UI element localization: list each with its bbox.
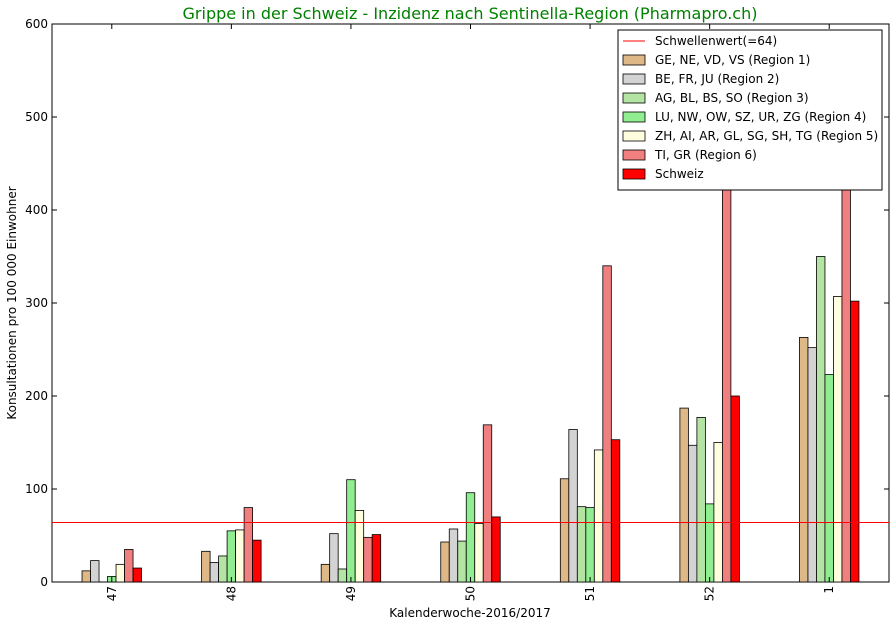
bar xyxy=(559,478,570,583)
bar xyxy=(201,550,211,583)
chart-title: Grippe in der Schweiz - Inzidenz nach Se… xyxy=(183,4,758,23)
bar xyxy=(457,540,467,583)
bar xyxy=(696,416,706,583)
bar xyxy=(824,374,834,583)
bar xyxy=(576,506,587,583)
bar xyxy=(90,560,100,583)
bar xyxy=(474,523,484,583)
bars-group xyxy=(81,181,860,583)
legend-swatch xyxy=(622,73,646,85)
x-tick-label: 47 xyxy=(105,586,119,601)
x-tick-label: 48 xyxy=(224,586,238,601)
legend-swatch xyxy=(622,168,646,180)
legend-label: BE, FR, JU (Region 2) xyxy=(655,72,779,86)
y-axis-label: Konsultationen pro 100 000 Einwohner xyxy=(5,186,19,419)
bar xyxy=(687,444,698,583)
bar xyxy=(850,300,860,583)
x-tick-label: 51 xyxy=(583,586,597,601)
y-tick-label: 200 xyxy=(25,389,48,403)
x-axis: 47 48 49 50 51 52 1 xyxy=(105,24,836,601)
legend: Schwellenwert(=64) GE, NE, VD, VS (Region… xyxy=(617,29,883,191)
bar xyxy=(81,570,91,583)
bar xyxy=(235,529,245,583)
bar xyxy=(440,541,450,583)
bar xyxy=(371,534,382,583)
x-tick-label: 49 xyxy=(344,586,358,601)
y-tick-label: 600 xyxy=(25,17,48,31)
bar xyxy=(730,395,740,583)
bar xyxy=(593,449,604,583)
bar xyxy=(329,533,339,583)
bar xyxy=(346,479,356,583)
bar xyxy=(209,562,220,583)
legend-swatch xyxy=(622,149,646,161)
legend-label: ZH, AI, AR, GL, SG, SH, TG (Region 5) xyxy=(655,129,878,143)
bar xyxy=(354,509,365,583)
bar xyxy=(602,265,612,583)
bar xyxy=(585,507,595,583)
legend-swatch xyxy=(622,130,646,142)
bar xyxy=(363,536,373,583)
bar xyxy=(337,568,348,583)
bar xyxy=(226,530,237,583)
legend-label: GE, NE, VD, VS (Region 1) xyxy=(655,53,810,67)
y-tick-label: 300 xyxy=(25,296,48,310)
bar xyxy=(482,424,493,583)
legend-box xyxy=(617,29,883,191)
bar xyxy=(252,539,262,583)
bar xyxy=(679,407,689,583)
x-tick-label: 1 xyxy=(822,586,836,594)
bar xyxy=(816,256,826,583)
bar xyxy=(124,549,134,583)
y-tick-label: 400 xyxy=(25,203,48,217)
x-axis-label: Kalenderwoche-2016/2017 xyxy=(389,606,550,620)
bar xyxy=(807,347,817,583)
y-tick-label: 100 xyxy=(25,482,48,496)
bar xyxy=(218,555,228,583)
y-tick-label: 500 xyxy=(25,110,48,124)
y-axis: 0 100 200 300 400 500 600 xyxy=(25,17,889,589)
bar xyxy=(704,503,715,583)
bar xyxy=(465,492,476,583)
bar xyxy=(243,507,254,583)
bar xyxy=(448,528,459,583)
bar xyxy=(132,567,142,583)
bar xyxy=(491,516,501,583)
y-tick-label: 0 xyxy=(40,575,48,589)
bar xyxy=(799,337,809,583)
bar xyxy=(610,439,621,583)
legend-label: Schwellenwert(=64) xyxy=(655,34,777,48)
x-tick-label: 50 xyxy=(464,586,478,601)
legend-swatch xyxy=(622,111,646,123)
bar xyxy=(713,442,723,583)
legend-label: LU, NW, OW, SZ, UR, ZG (Region 4) xyxy=(655,110,866,124)
legend-swatch xyxy=(622,54,646,66)
x-tick-label: 52 xyxy=(703,586,717,601)
bar xyxy=(568,429,578,583)
legend-label: Schweiz xyxy=(655,167,704,181)
legend-label: TI, GR (Region 6) xyxy=(654,148,757,162)
bar xyxy=(115,563,125,583)
legend-swatch xyxy=(622,92,646,104)
bar xyxy=(833,296,843,583)
legend-label: AG, BL, BS, SO (Region 3) xyxy=(655,91,809,105)
bar xyxy=(320,563,331,583)
